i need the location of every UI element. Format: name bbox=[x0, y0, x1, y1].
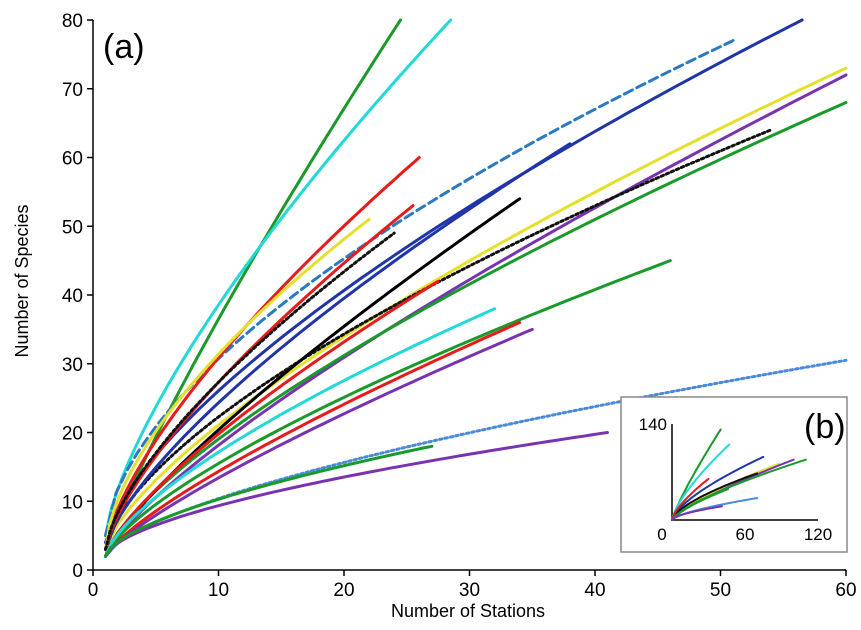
inset-x-tick-label: 120 bbox=[804, 525, 832, 544]
series-layer bbox=[104, 18, 848, 558]
x-tick-label: 30 bbox=[459, 580, 480, 601]
panel-label-a: (a) bbox=[103, 28, 145, 66]
inset-panel: 0 60 120 140 (b) bbox=[620, 396, 848, 553]
y-tick-label: 60 bbox=[62, 149, 83, 170]
series-line bbox=[104, 204, 415, 551]
x-tick-label: 40 bbox=[584, 580, 605, 601]
y-tick-label: 40 bbox=[62, 286, 83, 307]
series-line bbox=[104, 259, 672, 558]
y-tick-label: 0 bbox=[72, 561, 83, 582]
y-tick-label: 10 bbox=[62, 492, 83, 513]
series-line bbox=[104, 18, 804, 544]
x-tick-label: 50 bbox=[710, 580, 731, 601]
inset-series-layer bbox=[671, 428, 807, 521]
series-line bbox=[104, 18, 402, 558]
series-line bbox=[104, 327, 534, 558]
series-line bbox=[104, 66, 848, 551]
x-tick-label: 60 bbox=[835, 580, 856, 601]
x-tick-label: 10 bbox=[208, 580, 229, 601]
series-line bbox=[104, 307, 497, 558]
inset-axis-ticks: 0 60 120 140 bbox=[639, 415, 833, 544]
y-axis-title: Number of Species bbox=[12, 204, 32, 357]
series-line bbox=[104, 217, 371, 551]
x-axis-ticks: 0 10 20 30 40 50 60 bbox=[88, 570, 857, 601]
x-tick-label: 20 bbox=[333, 580, 354, 601]
y-tick-label: 30 bbox=[62, 355, 83, 376]
inset-y-tick-label: 140 bbox=[639, 415, 667, 434]
main-plot-area: 0 10 20 30 40 50 60 0 10 20 30 40 50 60 70 80 (a) bbox=[62, 11, 857, 601]
inset-x-tick-label: 60 bbox=[736, 525, 755, 544]
inset-series-line bbox=[671, 477, 710, 521]
y-tick-label: 70 bbox=[62, 80, 83, 101]
inset-series-line bbox=[671, 455, 765, 521]
inset-series-line bbox=[671, 443, 731, 521]
y-tick-label: 80 bbox=[62, 11, 83, 32]
inset-frame bbox=[620, 396, 848, 553]
series-line bbox=[104, 142, 572, 551]
series-line bbox=[104, 18, 453, 538]
series-line bbox=[104, 431, 609, 558]
series-line bbox=[104, 73, 848, 558]
y-axis-ticks: 0 10 20 30 40 50 60 70 80 bbox=[62, 11, 93, 582]
y-tick-label: 20 bbox=[62, 424, 83, 445]
inset-series-line bbox=[671, 472, 759, 521]
series-line bbox=[104, 101, 848, 558]
inset-x-tick-label: 0 bbox=[657, 525, 666, 544]
panel-label-b: (b) bbox=[804, 408, 846, 446]
series-line bbox=[104, 279, 440, 558]
series-line bbox=[104, 444, 434, 558]
x-axis-title: Number of Stations bbox=[391, 601, 545, 621]
series-line bbox=[104, 231, 396, 551]
y-tick-label: 50 bbox=[62, 217, 83, 238]
inset-series-line bbox=[671, 505, 723, 521]
x-tick-label: 0 bbox=[88, 580, 99, 601]
series-line bbox=[104, 321, 522, 558]
inset-series-line bbox=[671, 488, 729, 521]
series-line bbox=[104, 156, 421, 551]
